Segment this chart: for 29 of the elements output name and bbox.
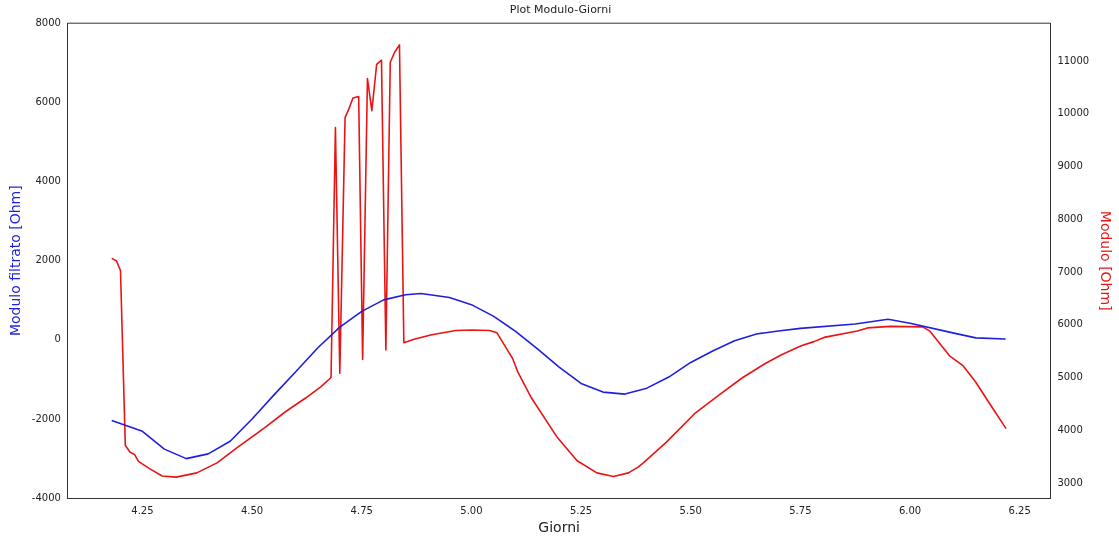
y-axis-title: Modulo filtrato [Ohm] (7, 185, 24, 337)
x-tick-label: 5.50 (679, 504, 702, 516)
x-tick-label: 4.25 (131, 504, 154, 516)
y-tick-label: 6000 (35, 95, 61, 107)
y2-tick-label: 4000 (1057, 423, 1083, 435)
y-tick-label: 2000 (35, 254, 61, 266)
x-tick-label: 5.75 (789, 504, 812, 516)
y2-tick-label: 9000 (1057, 160, 1083, 172)
y2-tick-label: 7000 (1057, 265, 1083, 277)
x-tick-label: 4.50 (240, 504, 264, 516)
y-tick-label: 4000 (35, 175, 61, 187)
y2-tick-label: 8000 (1057, 212, 1083, 224)
x-tick-label: 4.75 (350, 504, 373, 516)
y2-tick-label: 6000 (1057, 318, 1083, 330)
x-axis-title: Giorni (538, 519, 580, 536)
y-tick-label: -4000 (31, 491, 61, 503)
y2-tick-label: 11000 (1057, 54, 1090, 66)
x-tick-label: 5.00 (460, 504, 483, 516)
x-tick-label: 5.25 (569, 504, 593, 516)
y2-tick-label: 10000 (1057, 107, 1090, 119)
y2-axis-title: Modulo [Ohm] (1097, 210, 1114, 311)
chart-title: Plot Modulo-Giorni (509, 3, 612, 17)
y2-tick-label: 3000 (1057, 476, 1083, 488)
x-tick-label: 6.25 (1008, 504, 1031, 516)
y-tick-label: 0 (54, 333, 61, 345)
y-tick-label: -2000 (31, 412, 61, 424)
x-tick-label: 6.00 (898, 504, 922, 516)
y-tick-label: 8000 (35, 16, 61, 28)
y2-tick-label: 5000 (1057, 371, 1083, 383)
